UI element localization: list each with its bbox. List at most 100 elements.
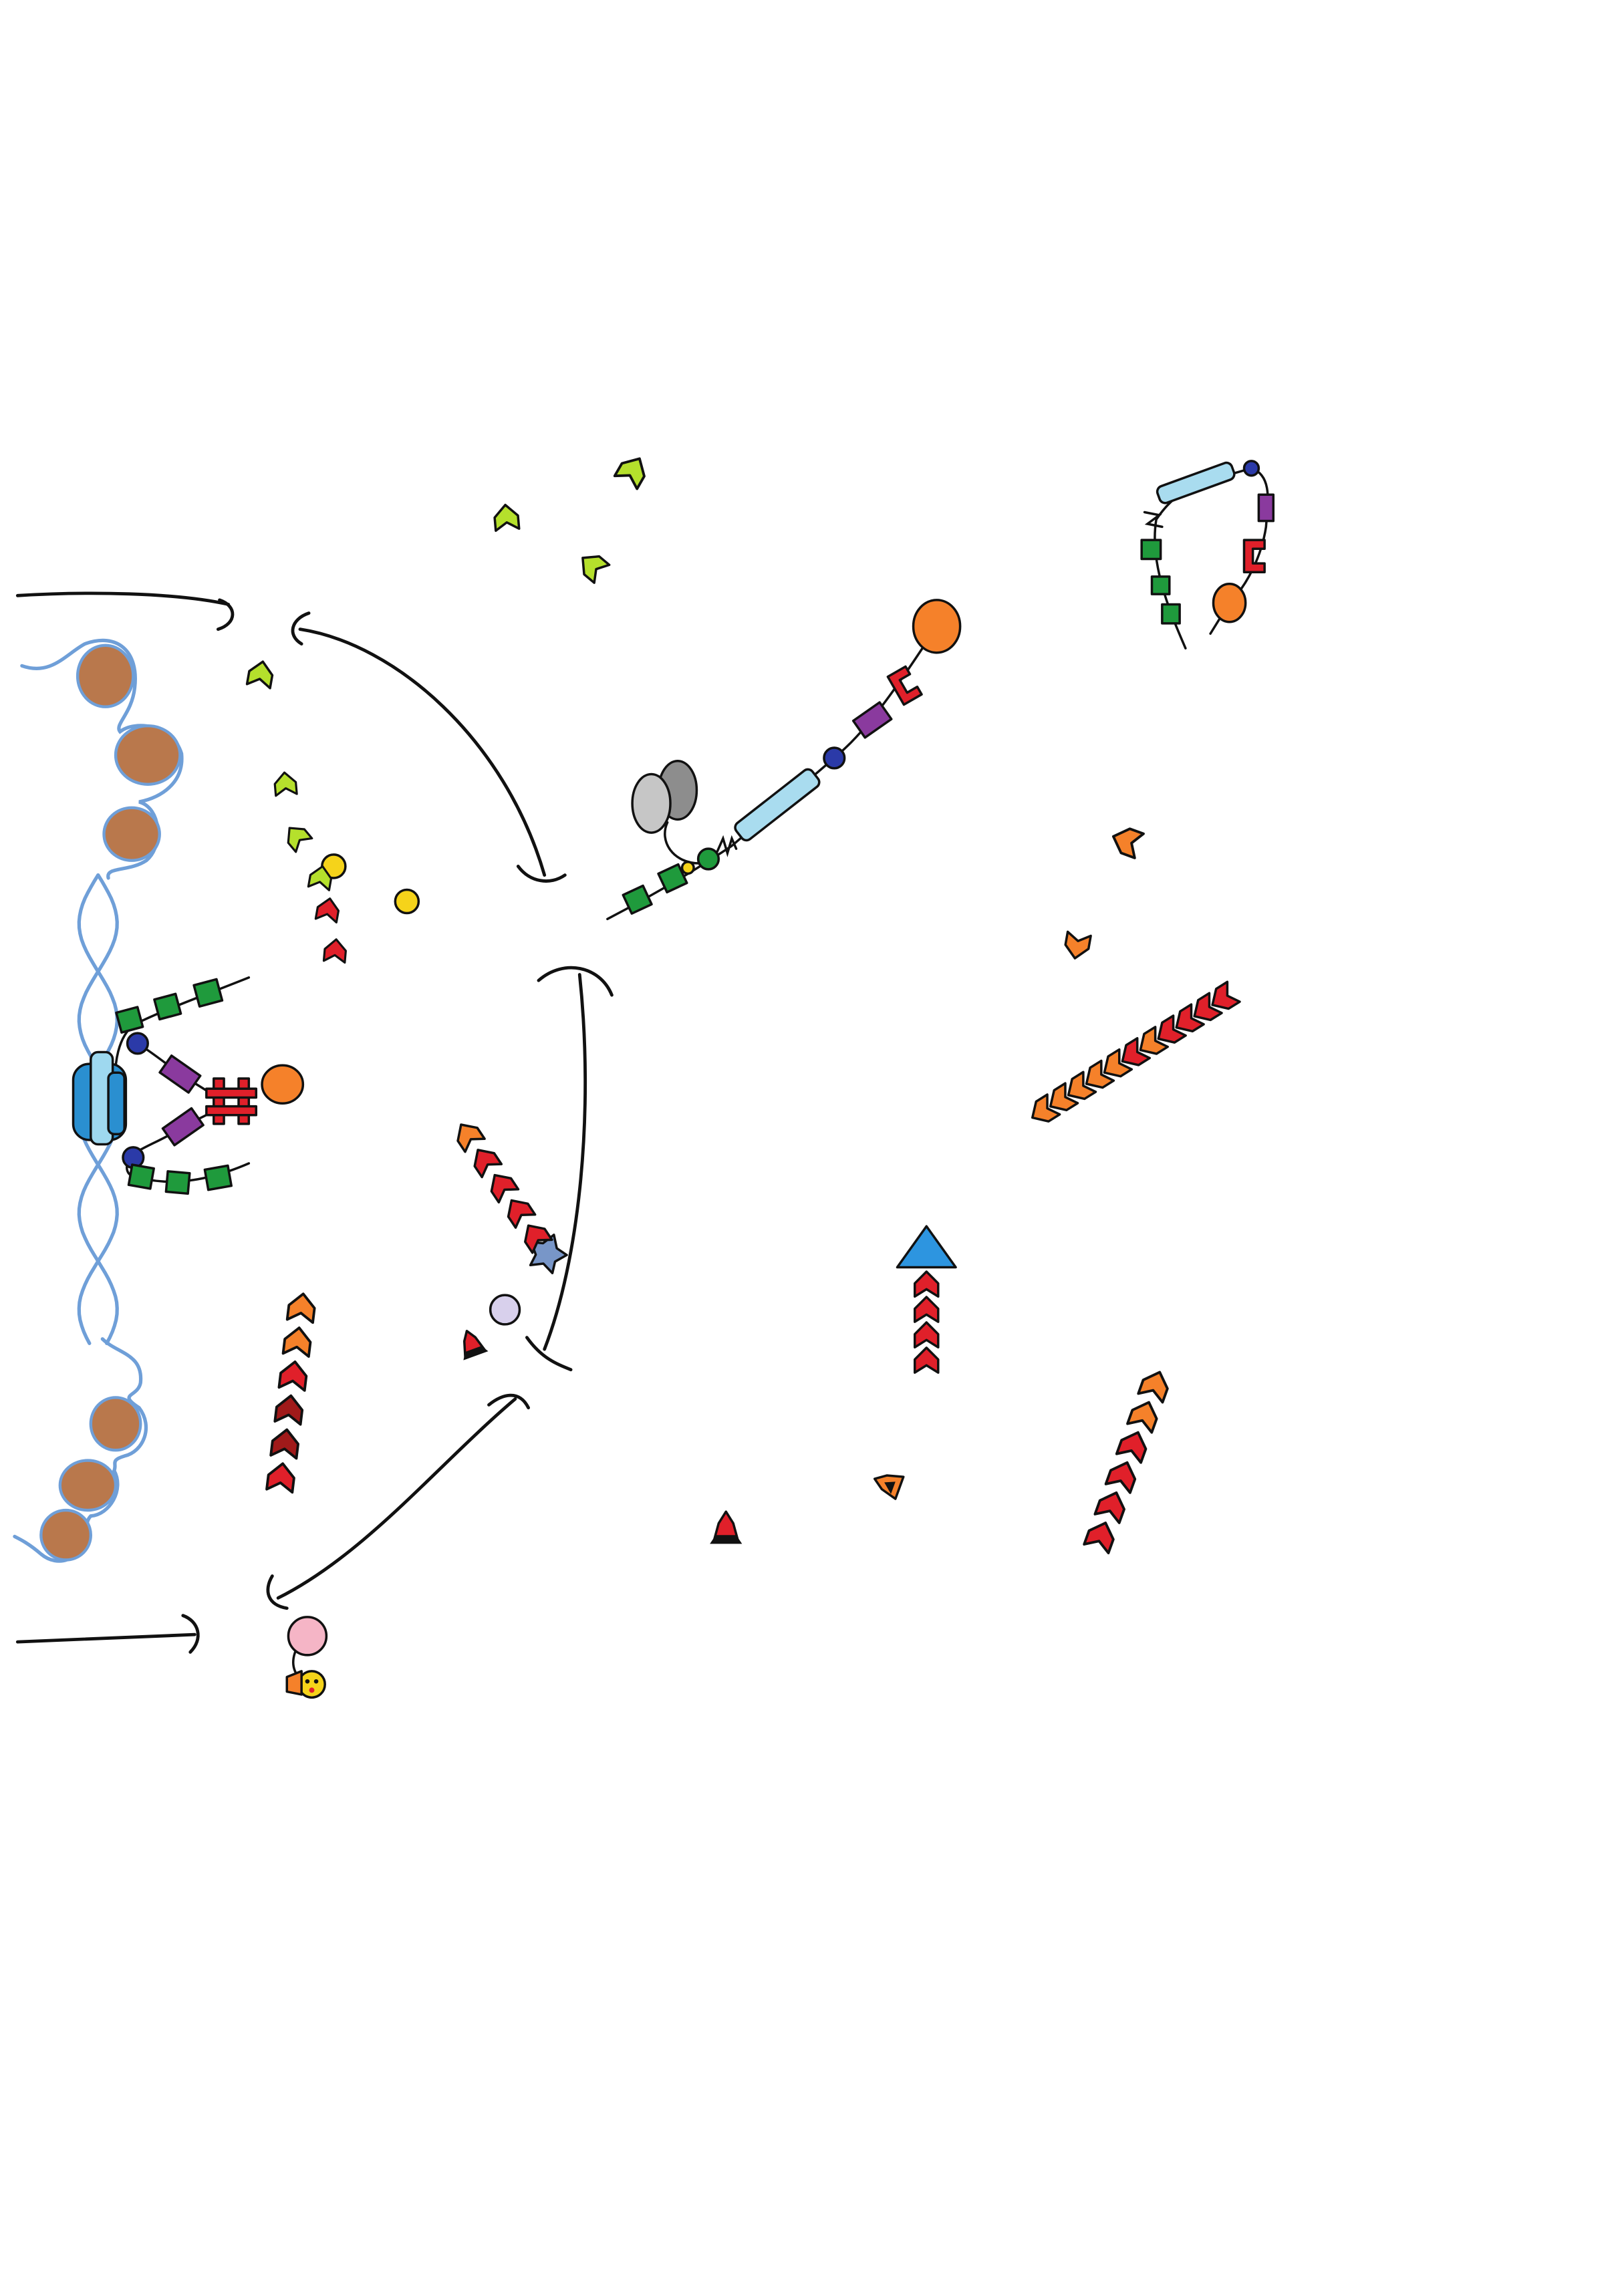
red-chevron-icon — [322, 938, 347, 964]
nucleosome-icon — [102, 806, 161, 862]
lime-chevron-icon — [245, 660, 274, 690]
orange-cap-icon — [912, 599, 962, 654]
nucleosome-icon — [39, 1508, 93, 1562]
chevron-orange-icon — [1103, 1048, 1133, 1078]
chevron-red-icon — [277, 1360, 308, 1392]
chevron-chain-center — [456, 1123, 553, 1254]
blue-circle-icon — [823, 746, 846, 770]
purple-block-icon — [161, 1107, 205, 1147]
blue-circle-icon — [1242, 460, 1260, 477]
red-h-bar — [213, 1077, 225, 1125]
arrow-top-left — [15, 591, 235, 631]
green-square-icon — [1161, 603, 1181, 625]
green-square-icon — [164, 1170, 191, 1195]
chevron-orange-icon — [1031, 1093, 1061, 1123]
chevron-red-icon — [1121, 1036, 1152, 1066]
chevron-red-icon — [1104, 1461, 1137, 1494]
chevron-red-icon — [1193, 992, 1223, 1022]
chevron-red-icon — [1157, 1014, 1187, 1044]
orange-chevron-icon — [1064, 930, 1092, 960]
chevron-orange-icon — [1049, 1082, 1079, 1112]
central-chain-line — [606, 625, 938, 921]
green-square-icon — [203, 1164, 233, 1191]
chevron-red-icon — [1211, 980, 1241, 1010]
chevron-red-icon — [490, 1173, 520, 1203]
arrow-bracket-right — [525, 966, 614, 1372]
lavender-circle-icon — [489, 1294, 521, 1326]
lime-chevron-icon — [613, 457, 646, 490]
orange-cone-icon — [873, 1474, 905, 1500]
chevron-orange-icon — [456, 1123, 486, 1153]
red-chevron-icon — [314, 897, 340, 923]
red-u-icon — [886, 665, 923, 706]
green-ring-icon — [696, 847, 720, 871]
chevron-red-icon — [473, 1149, 503, 1179]
process-arrows — [15, 591, 614, 1654]
chevron-chain-right — [1083, 1371, 1169, 1555]
black-cone-base — [710, 1535, 743, 1544]
chevron-red-icon — [913, 1321, 940, 1349]
chevron-red-icon — [524, 1224, 553, 1254]
chevron-red-icon — [913, 1296, 940, 1323]
light-blue-helix-icon — [1156, 461, 1236, 505]
chevron-orange-icon — [285, 1292, 316, 1324]
chevron-chain-blue-arrow — [913, 1270, 940, 1374]
pink-circle-icon — [287, 1616, 328, 1657]
nucleosome-icon — [114, 724, 182, 786]
orange-cap-icon — [1212, 583, 1247, 623]
green-square-icon — [622, 884, 653, 915]
purple-block-icon — [1257, 493, 1275, 523]
black-cone-mark — [884, 1481, 896, 1494]
light-blue-helix-icon — [734, 768, 821, 842]
chevron-red-icon — [1175, 1003, 1205, 1033]
gray-oval-tether — [664, 821, 701, 865]
red-cone-icon — [462, 1330, 489, 1360]
red-h-icon — [205, 1077, 258, 1125]
gray-oval-light-icon — [631, 772, 672, 834]
lime-chevron-icon — [287, 827, 313, 853]
black-cone-base — [463, 1346, 489, 1360]
chevron-orange-icon — [1126, 1401, 1158, 1434]
blue-circle-icon — [126, 1032, 149, 1055]
red-u-icon — [1242, 539, 1266, 574]
chevron-orange-icon — [1139, 1026, 1169, 1055]
arrow-bottom-left — [15, 1614, 200, 1654]
orange-cap-icon — [261, 1064, 305, 1105]
central-protein-chain — [606, 599, 962, 921]
polymerase-subunit-icon — [107, 1071, 126, 1135]
chevron-red-icon — [913, 1270, 940, 1298]
chevron-chain-diagonal — [1031, 980, 1241, 1123]
nucleosome-icon — [58, 1459, 118, 1512]
green-square-icon — [1140, 539, 1162, 561]
purple-block-icon — [851, 701, 893, 739]
green-square-icon — [192, 978, 224, 1008]
chromatin — [13, 638, 184, 1563]
chevron-red-icon — [265, 1462, 295, 1494]
chevron-dark-red-icon — [273, 1394, 304, 1426]
chevron-orange-icon — [281, 1326, 312, 1358]
green-square-icon — [115, 1006, 144, 1034]
chevron-red-icon — [1093, 1491, 1125, 1524]
chevron-orange-icon — [1137, 1371, 1169, 1404]
zigzag-linker-icon — [1143, 511, 1164, 529]
purple-block-icon — [158, 1054, 202, 1094]
arrow-arc-upper — [291, 611, 567, 883]
green-square-icon — [127, 1163, 155, 1190]
chevron-red-icon — [1083, 1522, 1115, 1555]
chevron-dark-red-icon — [269, 1428, 299, 1460]
orange-fragment-icon — [285, 1670, 303, 1696]
pink-complex — [285, 1616, 328, 1699]
green-square-icon — [1150, 575, 1171, 595]
nucleosome-icon — [89, 1396, 142, 1452]
chevron-red-icon — [507, 1199, 537, 1229]
red-h-bar — [237, 1077, 251, 1125]
lime-chevron-icon — [493, 503, 521, 532]
chevron-orange-icon — [1067, 1070, 1097, 1101]
red-cone-icon — [710, 1510, 743, 1544]
yellow-circle-icon — [394, 888, 420, 915]
chevron-red-icon — [913, 1346, 940, 1374]
chevron-red-icon — [1115, 1431, 1148, 1464]
red-h-bar — [205, 1087, 258, 1099]
chevron-orange-icon — [1085, 1059, 1115, 1089]
